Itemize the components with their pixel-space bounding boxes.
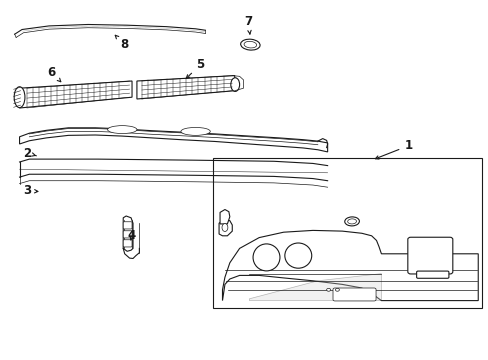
Text: 7: 7 xyxy=(244,15,252,34)
Ellipse shape xyxy=(181,127,210,135)
Polygon shape xyxy=(137,76,234,99)
Polygon shape xyxy=(20,81,132,108)
Polygon shape xyxy=(20,159,327,181)
Text: 6: 6 xyxy=(47,66,61,82)
Text: 5: 5 xyxy=(186,58,204,78)
Polygon shape xyxy=(20,128,327,152)
FancyBboxPatch shape xyxy=(332,288,375,301)
Ellipse shape xyxy=(244,41,256,48)
Polygon shape xyxy=(220,210,229,224)
Polygon shape xyxy=(219,220,232,236)
FancyBboxPatch shape xyxy=(123,231,132,238)
FancyBboxPatch shape xyxy=(123,222,132,229)
Ellipse shape xyxy=(335,288,339,291)
Text: 1: 1 xyxy=(375,139,411,159)
FancyBboxPatch shape xyxy=(416,271,448,278)
FancyBboxPatch shape xyxy=(123,240,132,247)
Polygon shape xyxy=(249,274,381,301)
Ellipse shape xyxy=(347,219,356,224)
Polygon shape xyxy=(222,230,477,301)
Ellipse shape xyxy=(284,243,311,268)
Ellipse shape xyxy=(253,244,279,271)
Ellipse shape xyxy=(230,78,239,91)
Text: 2: 2 xyxy=(23,147,36,159)
Ellipse shape xyxy=(222,224,227,231)
Ellipse shape xyxy=(107,126,137,134)
Polygon shape xyxy=(20,174,327,187)
Bar xyxy=(212,158,481,308)
Ellipse shape xyxy=(240,39,260,50)
Text: 3: 3 xyxy=(23,184,38,197)
Ellipse shape xyxy=(14,87,25,108)
FancyBboxPatch shape xyxy=(407,237,452,274)
Text: 8: 8 xyxy=(115,35,128,51)
Ellipse shape xyxy=(326,288,330,291)
Text: 4: 4 xyxy=(128,229,136,242)
Ellipse shape xyxy=(344,217,359,226)
Polygon shape xyxy=(123,216,133,251)
